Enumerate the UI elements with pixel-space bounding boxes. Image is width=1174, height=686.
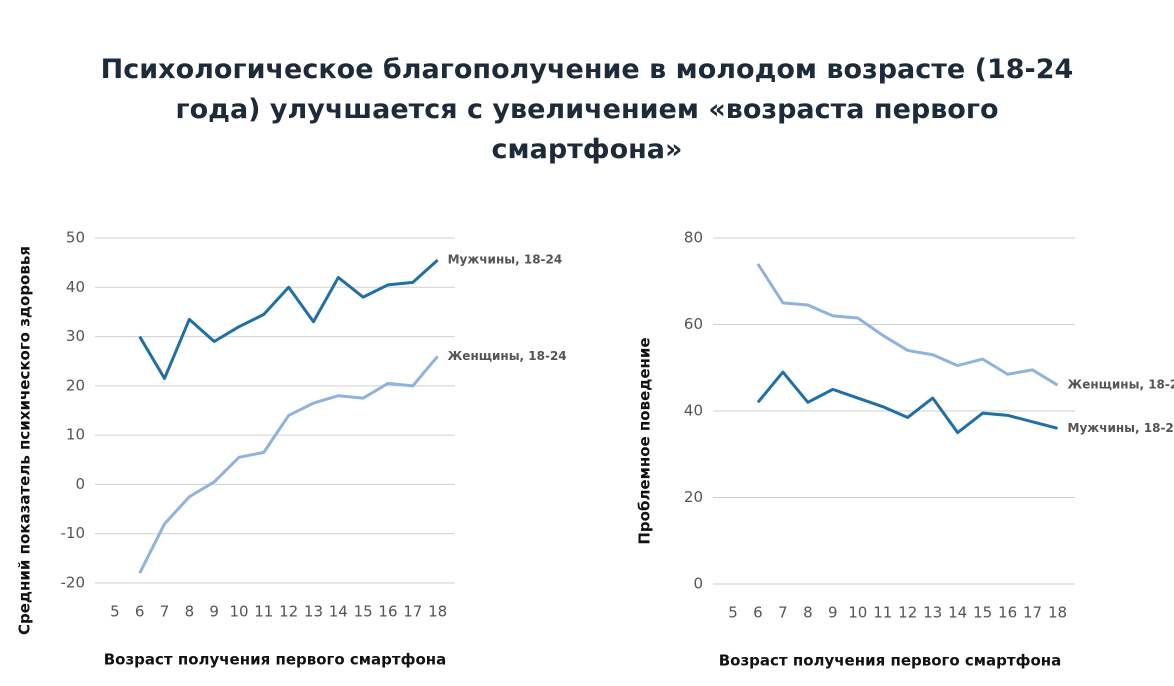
series-label: Мужчины, 18-24 — [1068, 421, 1174, 435]
line — [756, 370, 1058, 435]
x-tick-label: 17 — [1023, 604, 1042, 622]
x-tick-label: 14 — [948, 604, 967, 622]
y-axis-label: Средний показатель психического здоровья — [16, 246, 34, 635]
x-tick-label: 8 — [803, 604, 813, 622]
x-tick-label: 8 — [185, 603, 195, 621]
x-tick-label: 16 — [998, 604, 1017, 622]
y-tick-label: 40 — [684, 402, 703, 420]
y-tick-label: 40 — [66, 278, 85, 296]
y-tick-label: 50 — [66, 229, 85, 247]
x-tick-label: 18 — [1048, 604, 1067, 622]
x-tick-label: 5 — [110, 603, 120, 621]
x-tick-label: 6 — [135, 603, 145, 621]
y-tick-label: 20 — [684, 488, 703, 506]
chart-title: Психологическое благополучение в молодом… — [100, 54, 1074, 165]
y-tick-label: 0 — [75, 475, 85, 493]
line — [756, 263, 1059, 387]
x-tick-label: 13 — [304, 603, 323, 621]
x-tick-label: 15 — [973, 604, 992, 622]
y-axis-label: Проблемное поведение — [636, 337, 654, 544]
x-tick-label: 16 — [378, 603, 397, 621]
x-tick-label: 12 — [279, 603, 298, 621]
x-tick-label: 7 — [778, 604, 788, 622]
x-axis-label: Возраст получения первого смартфона — [719, 652, 1062, 670]
x-tick-label: 12 — [898, 604, 917, 622]
series-label: Женщины, 18-24 — [1068, 378, 1174, 392]
x-tick-label: 9 — [209, 603, 219, 621]
y-tick-label: 20 — [66, 376, 85, 394]
y-tick-label: 80 — [684, 229, 703, 247]
x-tick-label: 13 — [923, 604, 942, 622]
y-tick-label: 0 — [693, 575, 703, 593]
x-tick-label: 11 — [254, 603, 273, 621]
y-tick-label: -20 — [61, 574, 86, 592]
x-tick-label: 14 — [329, 603, 348, 621]
x-tick-label: 5 — [728, 604, 738, 622]
x-tick-label: 18 — [428, 603, 447, 621]
x-tick-label: 10 — [848, 604, 867, 622]
line — [138, 355, 439, 574]
x-tick-label: 11 — [873, 604, 892, 622]
y-tick-label: 30 — [66, 327, 85, 345]
y-tick-label: 60 — [684, 315, 703, 333]
y-tick-label: 10 — [66, 426, 85, 444]
x-tick-label: 6 — [753, 604, 763, 622]
x-axis-label: Возраст получения первого смартфона — [104, 651, 447, 669]
line — [138, 259, 439, 380]
y-tick-label: -10 — [61, 524, 86, 542]
series-label: Женщины, 18-24 — [448, 349, 567, 363]
series-label: Мужчины, 18-24 — [448, 253, 563, 267]
x-tick-label: 10 — [229, 603, 248, 621]
x-tick-label: 9 — [828, 604, 838, 622]
x-tick-label: 17 — [403, 603, 422, 621]
x-tick-label: 7 — [160, 603, 170, 621]
x-tick-label: 15 — [354, 603, 373, 621]
